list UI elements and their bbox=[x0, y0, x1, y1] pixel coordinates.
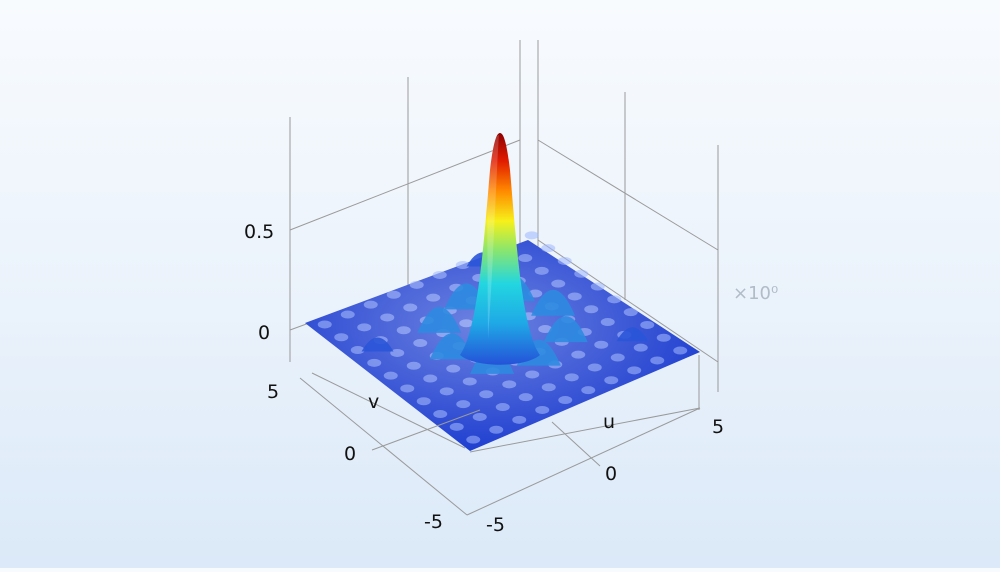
front-axes bbox=[299, 355, 701, 516]
ripple-lobe bbox=[543, 316, 588, 343]
ripple-highlight bbox=[541, 244, 556, 253]
ripple-lobe bbox=[417, 306, 462, 333]
surface-peak bbox=[460, 133, 540, 365]
u-tick-label: 5 bbox=[712, 416, 724, 438]
z-scale-annotation: ×10⁰ bbox=[733, 283, 778, 304]
ripple-highlight bbox=[524, 231, 539, 240]
u-tick-label: 0 bbox=[605, 463, 617, 485]
z-tick-label: 0.5 bbox=[244, 221, 274, 243]
z-tick-label: 0 bbox=[258, 322, 270, 344]
back-gridlines bbox=[289, 40, 719, 392]
ripple-lobe bbox=[616, 327, 649, 342]
tick-labels: 0.5 0 5 0 -5 -5 0 5 bbox=[244, 221, 724, 536]
ripple-lobe bbox=[531, 289, 576, 316]
u-axis-label: u bbox=[603, 411, 615, 433]
ripple-lobe bbox=[361, 337, 394, 352]
v-tick-label: -5 bbox=[424, 511, 443, 533]
u-tick-label: -5 bbox=[486, 514, 505, 536]
v-tick-label: 5 bbox=[267, 381, 279, 403]
v-axis-label: v bbox=[368, 391, 379, 413]
v-tick-label: 0 bbox=[344, 443, 356, 465]
